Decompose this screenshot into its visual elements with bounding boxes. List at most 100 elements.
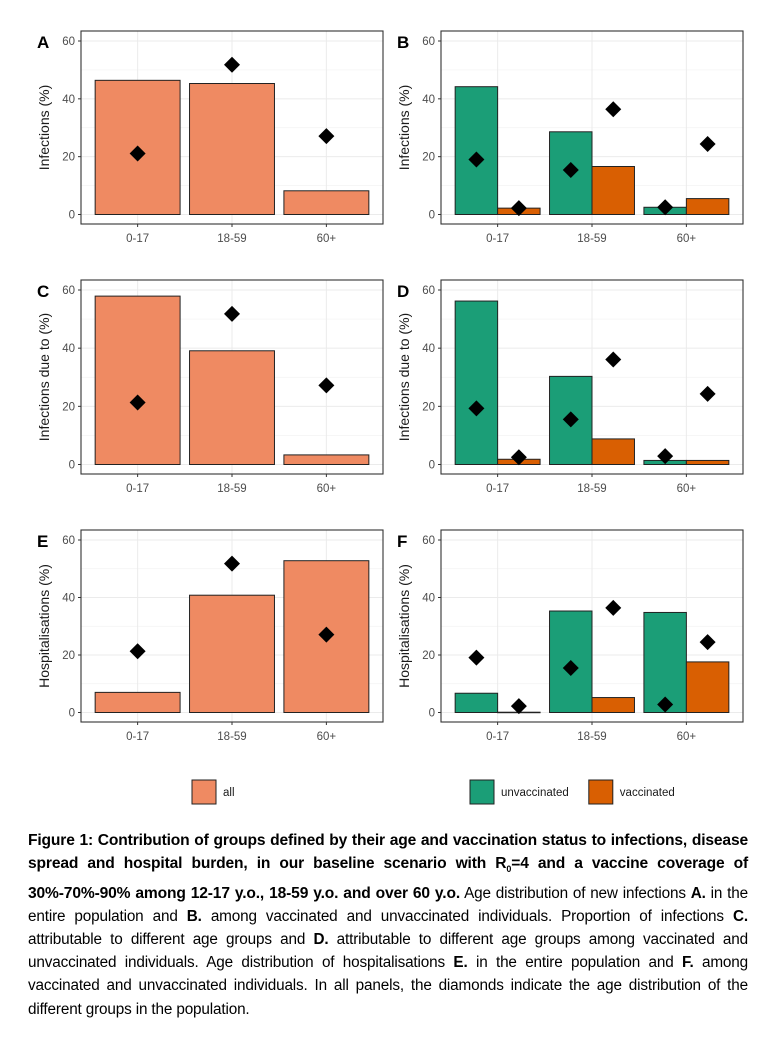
y-tick-label: 40: [62, 593, 75, 605]
caption-ref-d: D.: [313, 930, 329, 948]
bar-unvaccinated-0-17: [454, 300, 499, 465]
y-tick-label: 60: [62, 36, 75, 48]
caption-text: Age distribution of new infections: [460, 884, 691, 902]
x-tick-label: 0-17: [486, 731, 509, 743]
population-diamond-all-0-17: [129, 394, 146, 411]
population-diamond-all-60+: [318, 377, 335, 394]
population-diamond-all-60+: [318, 128, 335, 145]
caption-text: in the entire population and: [467, 954, 682, 972]
population-diamond-unvaccinated-18-59: [562, 161, 579, 178]
y-axis-title: Hospitalisations (%): [396, 564, 412, 688]
y-tick-label: 20: [422, 152, 435, 164]
bar-vaccinated-18-59: [591, 438, 635, 466]
x-tick-label: 0-17: [126, 233, 149, 245]
y-tick-label: 60: [62, 535, 75, 547]
population-diamond-unvaccinated-0-17: [468, 649, 485, 666]
bar-all-18-59: [189, 594, 275, 714]
caption-text: attributable to different age groups amo…: [28, 930, 748, 972]
population-diamond-unvaccinated-0-17: [468, 400, 485, 417]
legend-swatch-vaccinated: [588, 779, 614, 805]
panel-c: 0 20 40 60 0-17 18-59 60+ Infections due to (%)…: [36, 279, 384, 495]
bar-all-0-17: [94, 295, 181, 466]
panel-label: B: [397, 33, 409, 52]
y-tick-label: 20: [62, 401, 75, 413]
bar-unvaccinated-0-17: [454, 86, 499, 215]
bar-all-18-59: [189, 83, 275, 215]
population-diamond-vaccinated-18-59: [605, 101, 622, 118]
population-diamond-unvaccinated-18-59: [562, 659, 579, 676]
y-axis-title: Infections due to (%): [396, 313, 412, 441]
panel-label: A: [37, 33, 49, 52]
y-tick-label: 60: [422, 36, 435, 48]
caption-title: Figure 1: Contribution of groups defined…: [28, 832, 748, 902]
bar-vaccinated-60+: [685, 459, 730, 466]
population-diamond-vaccinated-0-17: [510, 449, 527, 466]
panel-e: 0 20 40 60 0-17 18-59 60+ Hospitalisations (%) E: [36, 529, 384, 743]
y-axis-title: Infections due to (%): [36, 313, 52, 441]
population-diamond-vaccinated-18-59: [605, 351, 622, 368]
population-diamond-unvaccinated-18-59: [562, 411, 579, 428]
y-tick-label: 40: [62, 94, 75, 106]
population-diamond-all-0-17: [129, 145, 146, 162]
legend-label-vaccinated: vaccinated: [620, 787, 675, 799]
bar-all-18-59: [189, 350, 275, 466]
bar-all-0-17: [94, 691, 181, 713]
panel-d: 0 20 40 60 0-17 18-59 60+ Infections due to (%)…: [396, 279, 744, 495]
x-tick-label: 60+: [317, 731, 337, 743]
y-tick-label: 40: [422, 593, 435, 605]
legend-label-all: all: [223, 787, 235, 799]
bar-unvaccinated-0-17: [454, 692, 499, 713]
population-diamond-all-0-17: [129, 643, 146, 660]
caption-ref-c: C.: [733, 907, 748, 925]
population-diamond-vaccinated-0-17: [510, 200, 527, 217]
panel-label: E: [37, 532, 48, 551]
x-tick-label: 60+: [677, 483, 697, 495]
population-diamond-unvaccinated-60+: [657, 448, 674, 465]
caption-text: among vaccinated and unvaccinated indivi…: [201, 907, 733, 925]
panel-label: D: [397, 282, 409, 301]
y-axis-title: Infections (%): [36, 85, 52, 171]
population-diamond-unvaccinated-60+: [657, 696, 674, 713]
y-tick-label: 0: [429, 460, 435, 472]
population-diamond-vaccinated-60+: [699, 634, 716, 651]
y-axis-title: Infections (%): [396, 85, 412, 171]
x-tick-label: 60+: [317, 233, 337, 245]
caption-text: in the entire population and: [28, 884, 748, 925]
population-diamond-unvaccinated-0-17: [468, 151, 485, 168]
bar-vaccinated-60+: [685, 198, 730, 216]
y-tick-label: 0: [69, 210, 75, 222]
y-tick-label: 0: [429, 708, 435, 720]
x-tick-label: 18-59: [217, 233, 246, 245]
y-tick-label: 60: [422, 285, 435, 297]
x-tick-label: 60+: [677, 233, 697, 245]
legend-label-unvaccinated: unvaccinated: [501, 787, 569, 799]
population-diamond-all-18-59: [224, 56, 240, 73]
x-tick-label: 60+: [317, 483, 337, 495]
legend-swatch-unvaccinated: [469, 779, 495, 805]
bar-vaccinated-18-59: [591, 697, 635, 713]
legend-item-vaccinated: vaccinated: [588, 779, 675, 805]
population-diamond-all-18-59: [224, 305, 240, 322]
population-diamond-vaccinated-60+: [699, 385, 716, 402]
y-tick-label: 20: [62, 152, 75, 164]
y-tick-label: 60: [62, 285, 75, 297]
caption-ref-f: F.: [681, 954, 694, 972]
x-tick-label: 18-59: [577, 731, 606, 743]
y-tick-label: 0: [69, 460, 75, 472]
y-tick-label: 0: [69, 708, 75, 720]
bar-vaccinated-18-59: [591, 165, 635, 216]
panel-a: 0 20 40 60 0-17 18-59 60+ Infections (%) A: [36, 30, 384, 245]
y-tick-label: 60: [422, 535, 435, 547]
y-axis-title: Hospitalisations (%): [36, 564, 52, 688]
caption-subscript: 0: [506, 864, 512, 875]
bar-vaccinated-60+: [685, 661, 730, 714]
caption-ref-b: B.: [186, 907, 202, 925]
caption-text: attributable to different age groups and: [28, 930, 314, 948]
panel-label: C: [37, 282, 49, 301]
caption-ref-e: E.: [453, 954, 468, 972]
bar-all-60+: [283, 454, 370, 465]
caption-ref-a: A.: [690, 884, 706, 902]
population-diamond-all-60+: [318, 626, 335, 643]
population-diamond-unvaccinated-60+: [657, 199, 674, 216]
x-tick-label: 0-17: [486, 483, 509, 495]
